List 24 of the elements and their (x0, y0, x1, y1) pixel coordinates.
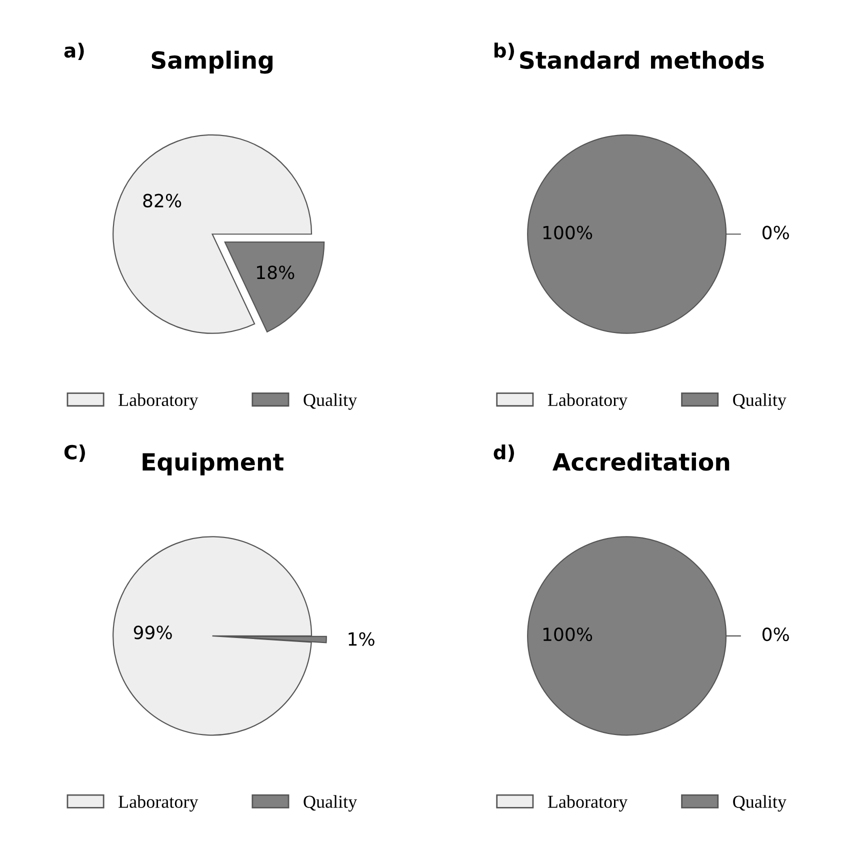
legend-label: Quality (304, 393, 358, 410)
text: a) (64, 42, 84, 60)
data-label: 1% (348, 632, 374, 646)
legend-label: Laboratory (118, 795, 198, 812)
data-label: 100% (543, 226, 592, 240)
chart-title: Standard methods (520, 50, 764, 69)
data-label: 99% (134, 626, 172, 640)
legend-label: Quality (733, 795, 786, 812)
chart-title: Equipment (142, 452, 284, 476)
data-label: 82% (143, 194, 182, 208)
text: d) (494, 444, 514, 462)
chart-title: Accreditation (552, 452, 730, 471)
legend-label: Laboratory (118, 393, 198, 410)
chart-title: Sampling (152, 50, 272, 74)
data-label: 18% (257, 266, 294, 280)
legend-label: Quality (304, 795, 358, 812)
text: 0% (762, 628, 789, 642)
data-label: 100% (543, 628, 592, 642)
text: C) (64, 444, 85, 462)
legend-label: Laboratory (548, 795, 628, 812)
text: 0% (762, 226, 789, 240)
legend-label: Quality (733, 393, 786, 410)
legend-label: Laboratory (548, 393, 628, 410)
text: b) (494, 42, 514, 60)
